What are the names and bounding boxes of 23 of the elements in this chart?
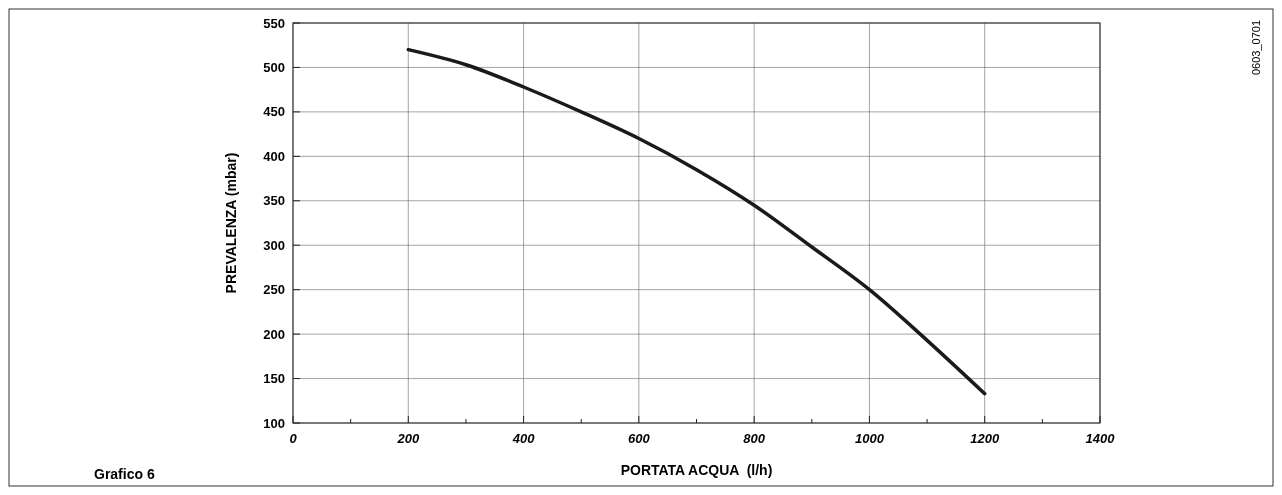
y-tick-label: 150 (263, 371, 285, 387)
x-tick-label: 800 (743, 431, 766, 446)
y-tick-label: 400 (263, 148, 285, 164)
x-axis-title: PORTATA ACQUA (l/h) (620, 462, 773, 478)
y-tick-label: 450 (263, 104, 285, 120)
y-tick-label: 350 (263, 193, 285, 209)
x-tick-label: 400 (511, 431, 536, 446)
x-tick-label: 1400 (1085, 431, 1116, 446)
x-tick-label: 0 (289, 431, 298, 446)
line-series (406, 47, 987, 396)
text: 0603_0701 (1250, 20, 1262, 76)
x-tick-label: 1200 (970, 431, 1000, 446)
x-tick-label: 1000 (854, 431, 885, 446)
y-tick-label: 250 (263, 282, 285, 298)
y-tick-label: 200 (263, 326, 285, 342)
y-tick-label: 100 (263, 415, 285, 431)
x-tick-label: 200 (396, 431, 420, 446)
y-tick-label: 550 (263, 15, 285, 31)
text: Grafico 6 (94, 466, 155, 482)
y-axis-title: PREVALENZA (mbar) (223, 152, 239, 294)
y-tick-label: 300 (263, 237, 285, 253)
x-tick-label: 600 (628, 431, 651, 446)
y-tick-label: 500 (263, 59, 285, 75)
